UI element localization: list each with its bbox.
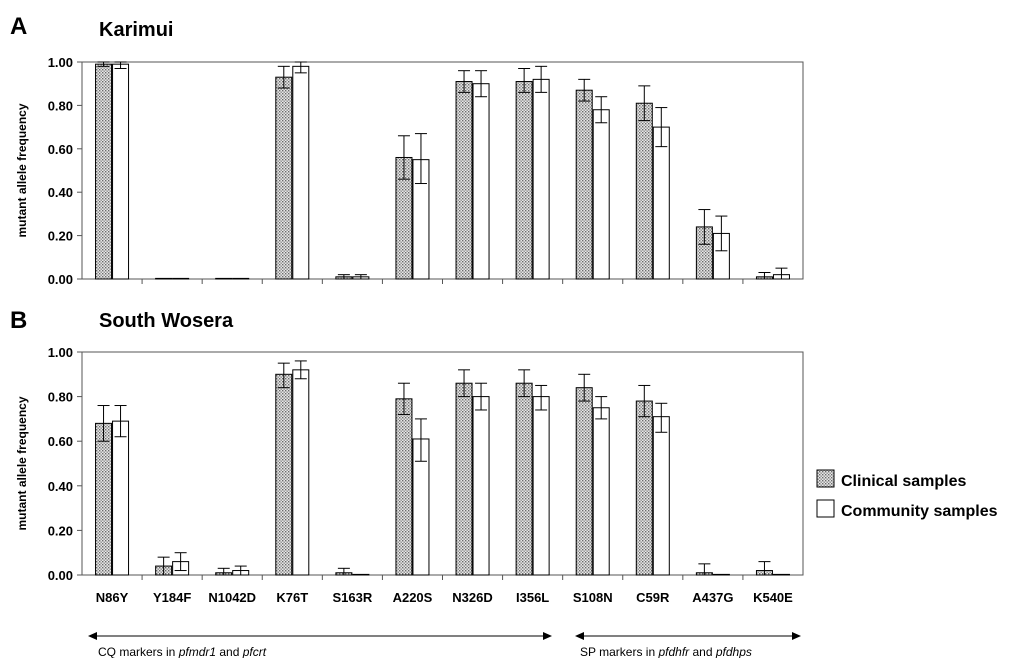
group-label-cq: CQ markers in pfmdr1 and pfcrt (98, 645, 267, 658)
group-arrow-sp: SP markers in pfdhfr and pfdhps (575, 632, 801, 658)
bar-clinical (455, 382, 473, 576)
bar-community (532, 396, 550, 576)
y-tick-label: 0.00 (48, 272, 73, 287)
bar-community (232, 277, 250, 280)
category-label: S108N (573, 590, 613, 605)
bar-clinical (95, 63, 113, 280)
bar-clinical (155, 277, 173, 280)
plot-frame (81, 61, 804, 280)
category-label: K540E (753, 590, 793, 605)
y-tick-label: 1.00 (48, 55, 73, 70)
panel-a-letter: A (10, 13, 27, 40)
y-tick-label: 0.20 (48, 523, 73, 538)
category-label: C59R (636, 590, 670, 605)
y-axis-label: mutant allele frequency (15, 396, 29, 530)
legend-label-clinical: Clinical samples (841, 473, 966, 490)
bar-community (772, 573, 790, 576)
bar-community (592, 407, 610, 576)
group-arrow-cq: CQ markers in pfmdr1 and pfcrt (88, 632, 552, 658)
bar-clinical (455, 81, 473, 280)
bar-community (292, 65, 310, 280)
bar-community (592, 109, 610, 280)
category-label: S163R (333, 590, 373, 605)
legend: Clinical samples Community samples (816, 469, 998, 520)
category-label: N326D (452, 590, 492, 605)
bar-community (292, 369, 310, 576)
category-label: I356L (516, 590, 549, 605)
bar-clinical (575, 387, 593, 576)
group-label-sp: SP markers in pfdhfr and pfdhps (580, 645, 752, 658)
category-label: N86Y (96, 590, 129, 605)
bar-clinical (275, 373, 293, 576)
panel-b-plot: 0.00 0.20 0.40 0.60 0.80 1.00 mutant allele fr… (15, 345, 804, 605)
y-tick-label: 0.00 (48, 568, 73, 583)
bar-clinical (635, 400, 653, 576)
bar-community (172, 277, 190, 280)
plot-frame (81, 351, 804, 576)
panel-b-letter: B (10, 307, 27, 334)
bar-clinical (515, 81, 533, 280)
bar-community (352, 573, 370, 576)
category-label: A220S (393, 590, 433, 605)
legend-swatch-clinical (816, 469, 835, 488)
bar-clinical (515, 382, 533, 576)
bar-clinical (575, 89, 593, 280)
category-label: Y184F (153, 590, 191, 605)
bar-community (712, 573, 730, 576)
bar-clinical (395, 398, 413, 576)
bar-community (472, 83, 490, 280)
y-tick-label: 0.60 (48, 434, 73, 449)
bar-community (112, 420, 130, 576)
legend-swatch-community (816, 499, 835, 518)
bar-clinical (275, 76, 293, 280)
y-tick-label: 0.40 (48, 479, 73, 494)
bar-community (112, 63, 130, 280)
bar-community (652, 126, 670, 280)
bar-community (652, 416, 670, 576)
y-tick-label: 1.00 (48, 345, 73, 360)
bar-clinical (95, 422, 113, 576)
category-label: A437G (692, 590, 733, 605)
y-axis-label: mutant allele frequency (15, 103, 29, 237)
category-label: K76T (276, 590, 308, 605)
y-tick-label: 0.20 (48, 229, 73, 244)
panel-b-title: South Wosera (99, 310, 234, 332)
y-tick-label: 0.40 (48, 185, 73, 200)
bar-community (472, 396, 490, 576)
category-label: N1042D (208, 590, 256, 605)
panel-a-plot: 0.00 0.20 0.40 0.60 0.80 1.00 mutant allele fr… (15, 55, 804, 287)
y-tick-label: 0.80 (48, 98, 73, 113)
legend-label-community: Community samples (841, 503, 998, 520)
panel-a-title: Karimui (99, 19, 173, 41)
y-tick-label: 0.80 (48, 390, 73, 405)
y-tick-label: 0.60 (48, 142, 73, 157)
bar-clinical (635, 102, 653, 280)
bar-community (532, 78, 550, 280)
bar-clinical (215, 277, 233, 280)
